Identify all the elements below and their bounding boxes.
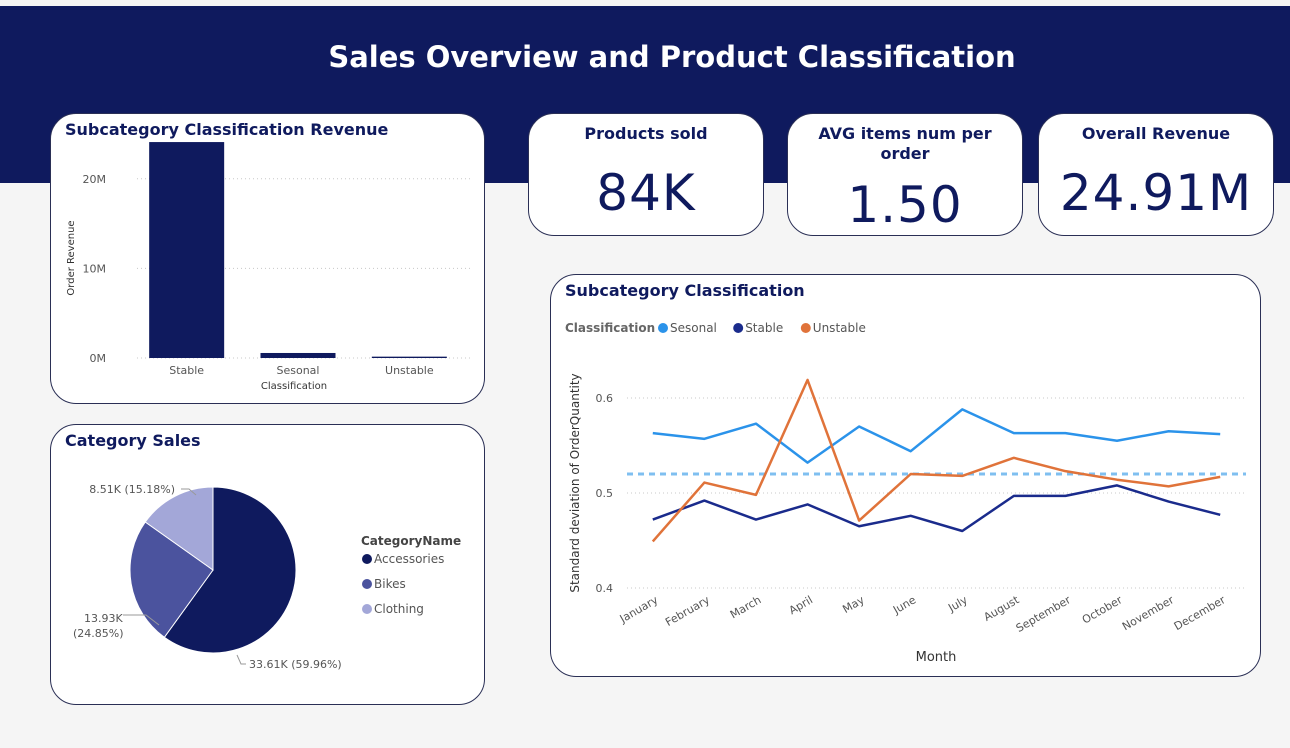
- x-tick-label: June: [890, 593, 918, 617]
- page-title: Sales Overview and Product Classificatio…: [328, 40, 1016, 74]
- kpi-label: Products sold: [584, 124, 708, 143]
- kpi-card-avg-items[interactable]: AVG items num per order 1.50: [787, 113, 1023, 236]
- pie-chart-card[interactable]: Category Sales 8.51K (15.18%) 13.93K (24.8…: [50, 424, 485, 705]
- pie-slice-clothing: [144, 486, 214, 571]
- line-chart-title: Subcategory Classification: [565, 281, 805, 300]
- x-axis-label: Month: [916, 650, 957, 665]
- bar-chart: 0M 10M 20M Order Revenue Stable Sesonal Unstab…: [66, 142, 471, 392]
- pie-slice-bikes: [129, 521, 214, 638]
- y-tick-label: 0.5: [596, 487, 614, 500]
- x-tick-label: October: [1080, 593, 1125, 627]
- legend-item: Bikes: [374, 577, 406, 591]
- legend-item: Accessories: [374, 552, 444, 566]
- bar-sesonal: [260, 352, 336, 358]
- legend-marker: [658, 323, 668, 333]
- legend-item: Unstable: [813, 321, 866, 335]
- x-tick-label: December: [1172, 593, 1228, 633]
- y-axis-label: Standard deviation of OrderQuantity: [568, 373, 582, 592]
- x-axis-label: Classification: [261, 381, 327, 392]
- series-line-stable: [652, 484, 1221, 533]
- x-tick-label: May: [840, 593, 867, 616]
- x-tick-label: August: [982, 593, 1022, 624]
- bar-chart-card[interactable]: Subcategory Classification Revenue 0M 10M…: [50, 113, 485, 404]
- x-tick-label: February: [663, 593, 712, 629]
- leader-line: [181, 488, 197, 496]
- legend-marker: [800, 323, 811, 333]
- kpi-label: AVG items num per order: [818, 124, 992, 163]
- x-tick-label: July: [945, 593, 970, 615]
- kpi-value: 1.50: [847, 176, 963, 234]
- y-tick-label: 20M: [83, 173, 107, 186]
- data-label: (24.85%): [73, 627, 124, 640]
- y-tick-label: 0.4: [596, 582, 614, 595]
- pie-chart: 8.51K (15.18%) 13.93K (24.85%) 33.61K (59.9…: [73, 483, 461, 671]
- line-chart-card[interactable]: Subcategory Classification 0.4 0.5 0.6 Stan…: [550, 274, 1261, 677]
- bar-chart-title: Subcategory Classification Revenue: [65, 120, 389, 139]
- kpi-value: 84K: [596, 164, 696, 222]
- line-chart: 0.4 0.5 0.6 Standard deviation of OrderQuan…: [565, 321, 1246, 665]
- legend-marker: [362, 579, 372, 589]
- legend-marker: [733, 323, 744, 333]
- data-label: 33.61K (59.96%): [249, 658, 342, 671]
- legend-title: Classification: [565, 321, 655, 335]
- data-label: 13.93K: [84, 612, 123, 625]
- leader-line: [123, 614, 160, 626]
- legend-marker: [362, 554, 372, 564]
- bar-stable: [149, 142, 225, 358]
- legend-item: Stable: [745, 321, 783, 335]
- x-tick-label: Sesonal: [277, 364, 320, 377]
- kpi-label: Overall Revenue: [1081, 124, 1231, 143]
- pie-slice-accessories: [163, 486, 297, 654]
- x-tick-label: January: [617, 593, 661, 626]
- x-tick-label: September: [1014, 593, 1074, 635]
- x-tick-label: April: [787, 593, 815, 617]
- legend-item: Sesonal: [670, 321, 717, 335]
- kpi-card-products-sold[interactable]: Products sold 84K: [528, 113, 764, 236]
- legend-title: CategoryName: [361, 534, 461, 548]
- x-tick-label: Unstable: [385, 364, 434, 377]
- y-tick-label: 0M: [90, 352, 107, 365]
- x-tick-label: March: [728, 593, 764, 621]
- legend-item: Clothing: [374, 602, 424, 616]
- kpi-card-overall-revenue[interactable]: Overall Revenue 24.91M: [1038, 113, 1274, 236]
- pie-chart-title: Category Sales: [65, 431, 201, 450]
- series-line-sesonal: [652, 408, 1221, 464]
- y-tick-label: 0.6: [596, 392, 614, 405]
- series-line-unstable: [651, 378, 1221, 543]
- kpi-value: 24.91M: [1059, 164, 1253, 222]
- data-label: 8.51K (15.18%): [89, 483, 175, 496]
- legend-marker: [362, 604, 372, 614]
- x-tick-label: November: [1120, 593, 1176, 633]
- x-tick-label: Stable: [169, 364, 204, 377]
- y-axis-label: Order Revenue: [66, 220, 77, 295]
- y-tick-label: 10M: [83, 262, 107, 275]
- bar-unstable: [371, 356, 447, 358]
- leader-line: [236, 654, 246, 665]
